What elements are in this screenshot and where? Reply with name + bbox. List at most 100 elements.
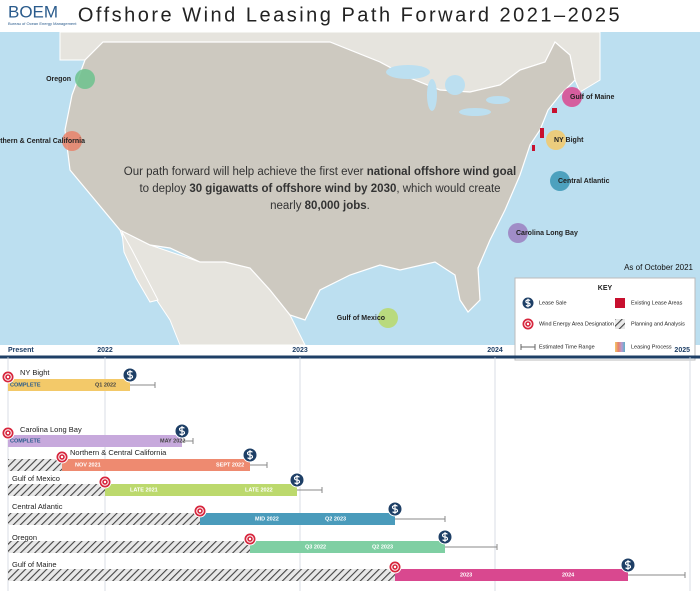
region-marker (62, 131, 82, 151)
wea-ring (524, 320, 532, 328)
lake (486, 96, 510, 104)
map-message: Our path forward will help achieve the f… (124, 166, 516, 212)
lake (445, 75, 465, 95)
end-label: 2024 (562, 572, 575, 578)
lease-area (532, 145, 535, 151)
usa (64, 41, 576, 321)
start-label: 2023 (460, 572, 472, 578)
row-label: Central Atlantic (12, 502, 63, 511)
planning-bar (8, 459, 62, 471)
region-marker (75, 69, 95, 89)
end-label: SEPT 2022 (216, 462, 244, 468)
message-part: Our path forward will help achieve the f… (124, 166, 367, 178)
wea-dot (60, 455, 64, 459)
start-label: NOV 2021 (75, 462, 101, 468)
leasing-bar (8, 435, 182, 447)
logo-subtitle: Bureau of Ocean Energy Management (8, 21, 77, 26)
planning-bar (8, 484, 105, 496)
title: Offshore Wind Leasing Path Forward 2021–… (78, 4, 622, 26)
end-label: MAY 2022 (160, 438, 185, 444)
key-title: KEY (598, 285, 613, 292)
existing-leases (532, 108, 557, 151)
start-label: COMPLETE (10, 438, 41, 444)
key-label: Leasing Process (631, 344, 672, 350)
region-label: Gulf of Maine (570, 94, 614, 101)
start-label: COMPLETE (10, 382, 41, 388)
key-label: Planning and Analysis (631, 321, 685, 327)
swatch (615, 342, 625, 352)
message-part: to deploy (139, 183, 189, 195)
message-part: nearly (270, 200, 305, 212)
region-label: Oregon (46, 76, 71, 83)
lake (427, 79, 437, 111)
region-label: Northern & Central California (0, 138, 85, 145)
row-label: Gulf of Mexico (12, 474, 60, 483)
as-of: As of October 2021 (624, 263, 693, 272)
start-label: LATE 2021 (130, 487, 158, 493)
lease-area (552, 108, 557, 113)
wea-dot (6, 375, 10, 379)
wea-ring (4, 429, 12, 437)
leasing-bar (8, 379, 130, 391)
key: KEY Lease Sale Existing Lease Areas Wind E… (514, 277, 696, 361)
region-label: NY Bight (554, 137, 584, 144)
region-label: Central Atlantic (558, 178, 610, 185)
wea-dot (198, 509, 202, 513)
message-part: . (367, 200, 370, 212)
year-label: 2023 (292, 347, 308, 354)
great-lakes (386, 65, 510, 116)
wea-dot (526, 322, 530, 326)
leasing-bar (62, 459, 250, 471)
year-label: Present (8, 347, 34, 354)
region-marker (546, 130, 566, 150)
leasing-bar (250, 541, 445, 553)
planning-bar (8, 569, 395, 581)
key-label: Lease Sale (539, 300, 567, 306)
wea-ring (4, 373, 12, 381)
year-label: 2025 (674, 347, 690, 354)
row-label: NY Bight (20, 368, 50, 377)
map: Oregon Northern & Central California Gulf … (0, 31, 700, 361)
row-label: Gulf of Maine (12, 560, 57, 569)
lake (386, 65, 430, 79)
header-bg (0, 0, 700, 32)
message-part: 80,000 jobs (305, 200, 367, 212)
region-label: Gulf of Mexico (337, 315, 385, 322)
year-label: 2022 (97, 347, 113, 354)
wea-ring (58, 453, 66, 461)
wea-dot (393, 565, 397, 569)
swatch (615, 298, 625, 308)
wea-dot (248, 537, 252, 541)
region-marker (508, 223, 528, 243)
year-label: 2024 (487, 347, 503, 354)
lease-area (540, 128, 544, 138)
dollar-glyph (525, 298, 531, 308)
key-label: Wind Energy Area Designation (539, 321, 614, 327)
region-marker (378, 308, 398, 328)
row-label: Carolina Long Bay (20, 425, 82, 434)
dollar-glyph (246, 450, 254, 460)
end-label: LATE 2022 (245, 487, 273, 493)
key-label: Estimated Time Range (539, 344, 595, 350)
region-label: Carolina Long Bay (516, 230, 578, 237)
leasing-bar (395, 569, 628, 581)
region-marker (562, 87, 582, 107)
end-label: Q1 2022 (95, 382, 116, 388)
dollar-glyph (178, 426, 186, 436)
row-label: Northern & Central California (70, 448, 167, 457)
timeline: Present 2022 2023 2024 2025 NY Bight COMPLETE Q… (0, 347, 700, 591)
dollar-glyph (624, 560, 632, 570)
wea-ring (391, 563, 399, 571)
planning-bar (8, 513, 200, 525)
swatch (615, 319, 625, 329)
wea-dot (6, 431, 10, 435)
end-label: Q2 2023 (325, 516, 346, 522)
wea-ring (196, 507, 204, 515)
wea-dot (103, 480, 107, 484)
message-part: , which would create (396, 183, 500, 195)
leasing-bar (105, 484, 297, 496)
message-part: national offshore wind goal (367, 166, 517, 178)
leasing-bar (200, 513, 395, 525)
baja (121, 231, 159, 303)
